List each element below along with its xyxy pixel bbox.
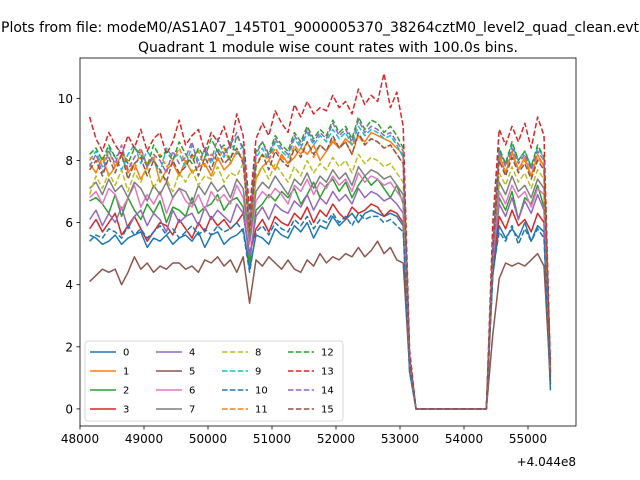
- x-tick-label: 55000: [509, 432, 547, 446]
- chart-title: Quadrant 1 module wise count rates with …: [138, 40, 518, 56]
- legend-label-7: 7: [189, 405, 195, 416]
- x-offset-label: +4.044e8: [517, 455, 576, 469]
- x-tick-label: 53000: [381, 432, 419, 446]
- y-tick-label: 2: [65, 340, 73, 354]
- plot-frame: [79, 57, 577, 427]
- x-tick-label: 51000: [253, 432, 291, 446]
- legend-label-11: 11: [255, 405, 268, 416]
- x-tick-label: 52000: [317, 432, 355, 446]
- legend-label-13: 13: [321, 367, 334, 378]
- x-tick-label: 49000: [125, 432, 163, 446]
- legend-label-9: 9: [255, 367, 261, 378]
- legend-label-3: 3: [123, 405, 129, 416]
- x-tick-label: 48000: [61, 432, 99, 446]
- legend-label-4: 4: [189, 348, 195, 359]
- chart-suptitle: Plots from file: modeM0/AS1A07_145T01_90…: [1, 20, 639, 36]
- y-tick-label: 6: [65, 216, 73, 230]
- axis-layer: 48000 49000 50000 51000 52000 53000 54000 55000…: [58, 92, 547, 446]
- legend-label-2: 2: [123, 386, 129, 397]
- y-tick-label: 8: [65, 154, 73, 168]
- series-line-15: [88, 131, 552, 410]
- legend-label-10: 10: [255, 386, 268, 397]
- legend-label-8: 8: [255, 348, 261, 359]
- legend-label-6: 6: [189, 386, 195, 397]
- series-line-13: [88, 72, 552, 410]
- legend-frame: [84, 340, 344, 422]
- series-line-9: [88, 125, 552, 410]
- y-tick-label: 4: [65, 278, 73, 292]
- series-line-12: [89, 116, 552, 410]
- legend-label-1: 1: [123, 367, 129, 378]
- series-layer: [88, 72, 552, 410]
- x-tick-label: 50000: [189, 432, 227, 446]
- legend-label-15: 15: [321, 405, 334, 416]
- y-tick-label: 10: [58, 92, 73, 106]
- legend-label-14: 14: [321, 386, 334, 397]
- x-tick-label: 54000: [445, 432, 483, 446]
- legend-label-0: 0: [123, 348, 129, 359]
- legend-label-5: 5: [189, 367, 195, 378]
- y-tick-label: 0: [65, 402, 73, 416]
- legend-label-12: 12: [321, 348, 334, 359]
